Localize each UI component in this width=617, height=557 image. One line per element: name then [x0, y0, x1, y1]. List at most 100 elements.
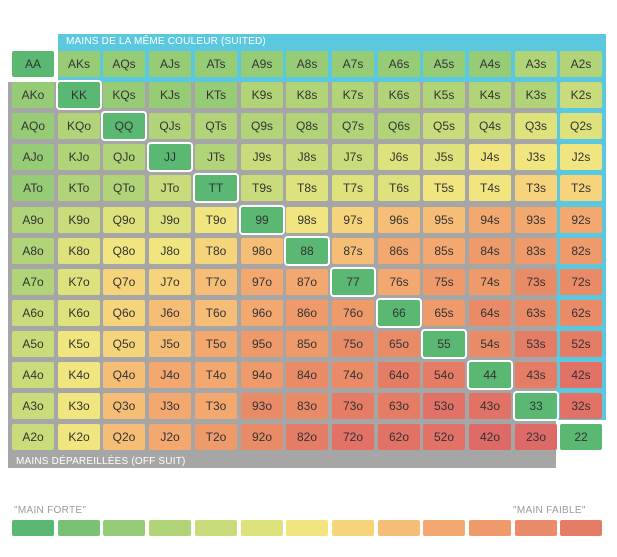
hand-cell: T2s	[560, 175, 602, 201]
hand-cell: 84o	[286, 362, 328, 388]
hand-cell: A8s	[286, 51, 328, 77]
scale-swatch	[58, 520, 100, 536]
hand-cell: J6s	[378, 144, 420, 170]
hand-cell: 23o	[515, 424, 557, 450]
scale-swatch	[195, 520, 237, 536]
hand-cell: K2o	[58, 424, 100, 450]
legend-strong-label: "MAIN FORTE"	[14, 505, 87, 516]
hand-cell: K6s	[378, 82, 420, 108]
hand-cell: 87o	[286, 269, 328, 295]
scale-swatch	[469, 520, 511, 536]
hand-cell: QJs	[149, 113, 191, 139]
hand-cell: KQo	[58, 113, 100, 139]
hand-cell: A7s	[332, 51, 374, 77]
scale-swatch	[378, 520, 420, 536]
hand-cell: 95s	[423, 207, 465, 233]
hand-cell: K3o	[58, 393, 100, 419]
hand-cell: T4o	[195, 362, 237, 388]
hand-cell: 87s	[332, 238, 374, 264]
hand-cell: 84s	[469, 238, 511, 264]
hand-cell: JTo	[149, 175, 191, 201]
scale-swatch	[560, 520, 602, 536]
hand-cell: 97s	[332, 207, 374, 233]
hand-cell: Q8s	[286, 113, 328, 139]
hand-cell: A2s	[560, 51, 602, 77]
hand-cell: 96s	[378, 207, 420, 233]
hand-cell: Q5o	[103, 331, 145, 357]
hand-cell: A5o	[12, 331, 54, 357]
hand-cell: A3s	[515, 51, 557, 77]
hand-cell: 94o	[241, 362, 283, 388]
hand-cell: A2o	[12, 424, 54, 450]
hand-cell: 54s	[469, 331, 511, 357]
legend-weak-label: "MAIN FAIBLE"	[513, 505, 586, 516]
hand-cell: T8s	[286, 175, 328, 201]
hand-cell: 86s	[378, 238, 420, 264]
hand-cell: K3s	[515, 82, 557, 108]
hand-cell: K5s	[423, 82, 465, 108]
hand-cell: 65s	[423, 300, 465, 326]
hand-cell: A5s	[423, 51, 465, 77]
scale-swatch	[149, 520, 191, 536]
hand-cell: 66	[378, 300, 420, 326]
hand-cell: AQs	[103, 51, 145, 77]
scale-swatch	[241, 520, 283, 536]
hand-cell: 76s	[378, 269, 420, 295]
hand-cell: AJs	[149, 51, 191, 77]
hand-cell: Q8o	[103, 238, 145, 264]
hand-cell: 96o	[241, 300, 283, 326]
hand-cell: KJo	[58, 144, 100, 170]
hand-cell: T5s	[423, 175, 465, 201]
hand-cell: T9o	[195, 207, 237, 233]
hand-cell: 33	[515, 393, 557, 419]
hand-cell: J8s	[286, 144, 328, 170]
hand-cell: J9s	[241, 144, 283, 170]
hand-cell: K4o	[58, 362, 100, 388]
hand-cell: KQs	[103, 82, 145, 108]
hand-cell: J5s	[423, 144, 465, 170]
hand-cell: 72o	[332, 424, 374, 450]
hand-cell: 83s	[515, 238, 557, 264]
scale-swatch	[423, 520, 465, 536]
hand-cell: 64s	[469, 300, 511, 326]
hand-cell: 63s	[515, 300, 557, 326]
hand-cell: A6o	[12, 300, 54, 326]
offsuit-title: MAINS DÉPAREILLÉES (OFF SUIT)	[16, 456, 186, 467]
hand-cell: J5o	[149, 331, 191, 357]
hand-cell: T5o	[195, 331, 237, 357]
hand-cell: Q2o	[103, 424, 145, 450]
hand-cell: 98o	[241, 238, 283, 264]
hand-cell: K9s	[241, 82, 283, 108]
hand-cell: T7o	[195, 269, 237, 295]
hand-cell: AKs	[58, 51, 100, 77]
hand-cell: JTs	[195, 144, 237, 170]
hand-cell: Q9o	[103, 207, 145, 233]
hand-cell: 64o	[378, 362, 420, 388]
hand-cell: T3s	[515, 175, 557, 201]
hand-cell: K5o	[58, 331, 100, 357]
hand-cell: QJo	[103, 144, 145, 170]
hand-cell: AJo	[12, 144, 54, 170]
hand-cell: QTo	[103, 175, 145, 201]
hand-cell: 82o	[286, 424, 328, 450]
hand-cell: Q5s	[423, 113, 465, 139]
hand-cell: 42s	[560, 362, 602, 388]
scale-swatch	[332, 520, 374, 536]
hand-cell: 53s	[515, 331, 557, 357]
hand-cell: A3o	[12, 393, 54, 419]
hand-cell: A6s	[378, 51, 420, 77]
hand-cell: 73s	[515, 269, 557, 295]
hand-cell: J3s	[515, 144, 557, 170]
hand-cell: 97o	[241, 269, 283, 295]
hand-cell: 52s	[560, 331, 602, 357]
hand-cell: 62s	[560, 300, 602, 326]
hand-cell: J3o	[149, 393, 191, 419]
hand-cell: Q9s	[241, 113, 283, 139]
hand-cell: 75o	[332, 331, 374, 357]
hand-cell: Q6o	[103, 300, 145, 326]
hand-cell: 85s	[423, 238, 465, 264]
hand-cell: QTs	[195, 113, 237, 139]
hand-cell: T7s	[332, 175, 374, 201]
hand-cell: A8o	[12, 238, 54, 264]
hand-cell: 88	[286, 238, 328, 264]
